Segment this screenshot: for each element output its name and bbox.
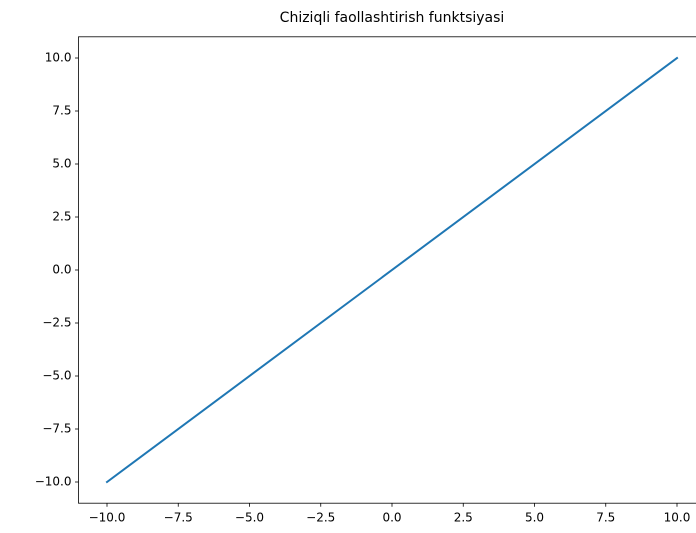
y-tick-label: −10.0 xyxy=(35,475,72,489)
y-tick-label: 7.5 xyxy=(52,104,71,118)
x-tick-label: 5.0 xyxy=(525,511,544,525)
chart-title: Chiziqli faollashtirish funktsiyasi xyxy=(280,10,505,26)
y-tick-label: 2.5 xyxy=(52,210,71,224)
y-tick-label: −5.0 xyxy=(42,369,71,383)
y-tick-label: −7.5 xyxy=(42,422,71,436)
x-tick-label: −2.5 xyxy=(306,511,335,525)
y-tick-label: 0.0 xyxy=(52,263,71,277)
x-tick-label: 10.0 xyxy=(664,511,691,525)
y-tick-label: 10.0 xyxy=(45,51,72,65)
x-tick-label: 0.0 xyxy=(382,511,401,525)
y-tick-label: −2.5 xyxy=(42,316,71,330)
x-tick-label: 7.5 xyxy=(596,511,615,525)
y-tick-label: 5.0 xyxy=(52,157,71,171)
plot-frame xyxy=(78,36,696,504)
line-series xyxy=(105,56,679,484)
x-tick-label: −7.5 xyxy=(164,511,193,525)
x-tick-label: −5.0 xyxy=(235,511,264,525)
x-tick-label: 2.5 xyxy=(454,511,473,525)
x-tick-label: −10.0 xyxy=(89,511,126,525)
